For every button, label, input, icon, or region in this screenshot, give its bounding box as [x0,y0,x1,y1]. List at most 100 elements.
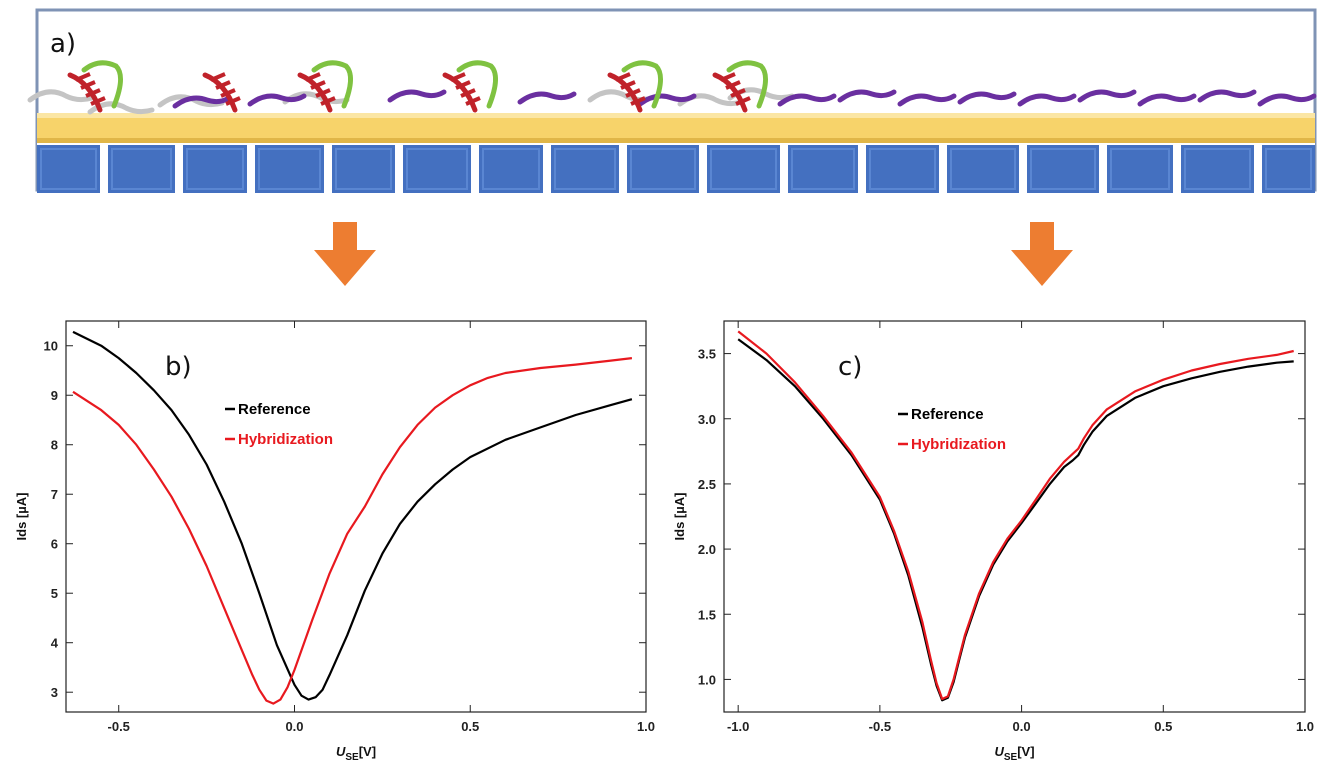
chart-panel-c: -1.0 -0.5 0.0 0.5 1.0 1.0 1.5 2.0 2.5 3.0 3.5 Ids [… [672,320,1314,763]
blocker-strand [837,89,897,103]
sensor-schematic: a) [27,8,1317,286]
blocker-strand [247,93,307,107]
y-tick-label: 8 [51,438,58,453]
x-tick-label: -1.0 [727,719,749,734]
y-tick-label: 3.5 [698,347,716,362]
probe-dna-base [730,88,746,98]
flow-arrow-icon [314,222,376,286]
target-dna [311,60,353,109]
y-tick-label: 10 [44,339,58,354]
substrate-block-highlight [950,148,1016,190]
substrate-block [255,145,324,193]
substrate-block-highlight [1030,148,1096,190]
probe-dna-base [90,96,106,106]
probe-dna-base [620,80,636,90]
plot-frame [723,320,1306,713]
probe-dna-base [305,72,321,82]
legend-label: Reference [238,401,311,418]
blocker-strand [897,93,957,107]
panel-label: b) [165,352,192,382]
probe-dna-base [615,72,631,82]
dna-strand-layer [27,60,1317,115]
y-tick-label: 6 [51,537,58,552]
blocker-strand [957,91,1017,105]
substrate-block-highlight [40,148,97,190]
probe-dna-base [210,72,226,82]
y-tick-label: 3.0 [698,412,716,427]
substrate-block-highlight [710,148,777,190]
probe-dna-base [315,88,331,98]
substrate-block [37,145,100,193]
unbound-strand [157,94,225,108]
probe-dna-backbone [712,72,748,113]
substrate-block-highlight [1110,148,1170,190]
substrate-block-highlight [554,148,616,190]
gold-layer-edge [37,138,1315,143]
target-dna [726,60,768,109]
x-tick-label: -0.5 [108,719,130,734]
y-tick-label: 7 [51,487,58,502]
y-tick-label: 9 [51,388,58,403]
probe-dna-base [460,88,476,98]
legend-label: Reference [911,406,984,423]
probe-dna-base [225,96,241,106]
y-tick-label: 2.5 [698,477,716,492]
series-line-hybridization [737,330,1294,701]
probe-dna-base [725,80,741,90]
y-tick-label: 3 [51,685,58,700]
substrate-layer [37,143,1315,195]
probe-dna-backbone [67,72,103,113]
probe-dna-base [465,96,481,106]
y-tick-label: 1.5 [698,607,716,622]
probe-dna-base [215,80,231,90]
series-line-reference [737,338,1294,702]
probe-dna-backbone [297,72,333,113]
substrate-block [1107,145,1173,193]
x-tick-label: 0.5 [1154,719,1172,734]
blocker-strand [1197,89,1257,103]
substrate-block-highlight [258,148,321,190]
blocker-strand [1077,89,1137,103]
legend-label: Hybridization [911,436,1006,453]
substrate-block [551,145,619,193]
series-line-reference [72,330,633,701]
x-axis-title: USE[V] [336,744,376,763]
blocker-strand [637,93,697,107]
x-tick-label: 0.0 [1013,719,1031,734]
probe-dna-base [450,72,466,82]
x-tick-label: 1.0 [1296,719,1314,734]
probe-dna-base [735,96,751,106]
probe-dna-base [80,80,96,90]
substrate-block [332,145,395,193]
blocker-strand [777,93,837,107]
unbound-strand [27,89,95,103]
substrate-block-highlight [335,148,392,190]
substrate-block-highlight [186,148,244,190]
x-axis-title: USE[V] [994,744,1034,763]
x-tick-label: -0.5 [869,719,891,734]
substrate-block-highlight [869,148,936,190]
series-line-hybridization [72,357,633,705]
probe-dna-base [625,88,641,98]
chart-panel-b: -0.5 0.0 0.5 1.0 3 4 5 6 7 8 9 10 Ids [µA] USE[V] b) Re… [14,320,655,763]
y-tick-label: 4 [51,636,59,651]
substrate-block-highlight [406,148,468,190]
substrate-block [479,145,543,193]
blocker-strand [172,95,232,109]
substrate-block [866,145,939,193]
gold-layer-shading [37,113,1315,118]
y-axis-title: Ids [µA] [14,493,29,541]
flow-arrow-icon [1011,222,1073,286]
substrate-block [627,145,699,193]
probe-dna-base [320,96,336,106]
x-tick-label: 0.5 [461,719,479,734]
probe-dna-base [75,72,91,82]
y-tick-label: 2.0 [698,542,716,557]
substrate-block [1027,145,1099,193]
substrate-block [788,145,858,193]
legend-label: Hybridization [238,431,333,448]
substrate-block [1262,145,1315,193]
panel-label-a: a) [50,29,76,59]
substrate-block-highlight [482,148,540,190]
probe-dna-base [220,88,236,98]
